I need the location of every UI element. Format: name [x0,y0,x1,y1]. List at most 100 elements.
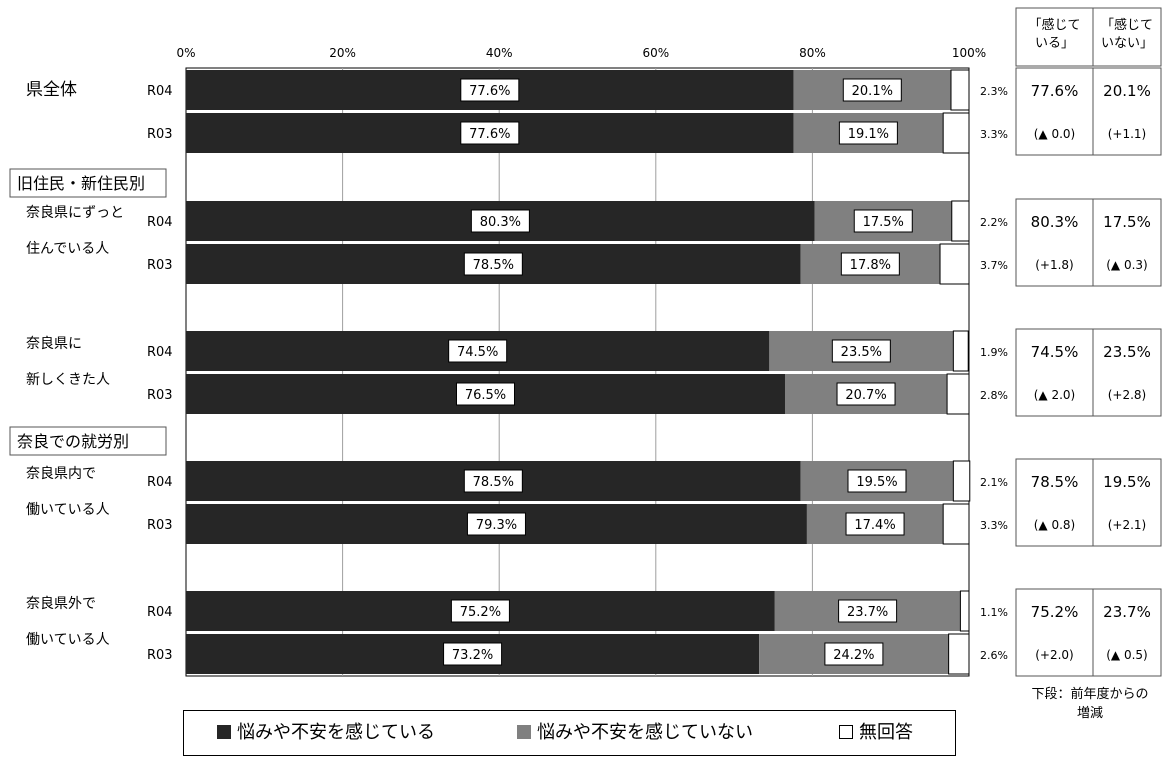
year-label: R03 [147,388,173,403]
data-label: 78.5% [473,258,514,273]
year-label: R04 [147,345,173,360]
summary-change: (▲ 2.0) [1034,388,1076,402]
data-label-box [836,382,896,406]
data-label-box [463,252,523,276]
x-tick-label: 0% [176,46,195,60]
data-label: 80.3% [480,215,521,230]
data-label-box [470,209,530,233]
data-label: 73.2% [452,648,493,663]
summary-change: (+2.8) [1108,388,1147,402]
no-answer-label: 2.8% [980,389,1008,402]
plot-area [185,67,970,677]
data-label: 24.2% [833,648,874,663]
data-label: 23.5% [841,345,882,360]
year-label: R04 [147,215,173,230]
data-label-box [842,78,902,102]
summary-change: (▲ 0.3) [1106,258,1148,272]
legend-swatch-white [839,725,853,739]
data-label: 19.1% [848,127,889,142]
section-header-box [9,168,167,198]
no-answer-label: 3.3% [980,519,1008,532]
summary-change: (▲ 0.5) [1106,648,1148,662]
data-label: 19.5% [856,475,897,490]
no-answer-label: 1.9% [980,346,1008,359]
data-label-box [450,599,510,623]
summary-value: 74.5% [1031,343,1079,361]
summary-box [1015,328,1162,417]
legend-item-no-answer: 無回答 [839,723,913,743]
data-label: 74.5% [457,345,498,360]
data-label: 17.4% [854,518,895,533]
data-label: 78.5% [473,475,514,490]
summary-change: (+2.0) [1035,648,1074,662]
summary-value: 23.7% [1103,603,1151,621]
group-label: 奈良県外で [26,596,96,612]
legend-item-no-anxiety: 悩みや不安を感じていない [517,723,753,743]
change-note: 下段：前年度からの 増減 [1016,685,1164,723]
no-answer-label: 2.1% [980,476,1008,489]
bar-segment-no-answer [946,373,970,415]
summary-value: 23.5% [1103,343,1151,361]
note-line: 増減 [1076,706,1103,721]
data-label: 77.6% [469,84,510,99]
no-answer-label: 2.2% [980,216,1008,229]
summary-header-text: 「感じて [1101,17,1153,33]
group-label: 住んでいる人 [26,241,109,257]
legend-label: 無回答 [859,722,913,743]
data-label: 20.7% [845,388,886,403]
summary-value: 20.1% [1103,82,1151,100]
group-label: 働いている人 [26,502,110,518]
data-label: 17.8% [850,258,891,273]
data-label: 79.3% [476,518,517,533]
data-label: 77.6% [469,127,510,142]
data-label-box [838,599,898,623]
bar-segment-no-answer [952,330,969,372]
group-label: 働いている人 [26,632,110,648]
x-tick-label: 60% [642,46,669,60]
summary-box [1015,588,1162,677]
data-label-box [845,512,905,536]
bar-segment-no-answer [950,69,970,111]
no-answer-label: 2.6% [980,649,1008,662]
bar-segment-no-answer [942,112,970,154]
summary-value: 78.5% [1031,473,1079,491]
data-label-box [831,339,891,363]
legend-label: 悩みや不安を感じていない [537,722,753,743]
summary-value: 17.5% [1103,213,1151,231]
summary-change: (+2.1) [1108,518,1147,532]
summary-value: 77.6% [1031,82,1079,100]
group-label: 奈良県内で [26,466,96,482]
summary-change: (+1.8) [1035,258,1074,272]
legend-swatch-dark [217,725,231,739]
summary-change: (+1.1) [1108,127,1147,141]
legend-swatch-gray [517,725,531,739]
summary-change: (▲ 0.8) [1034,518,1076,532]
section-header-text: 旧住民・新住民別 [17,174,145,193]
legend-item-feel-anxiety: 悩みや不安を感じている [217,723,435,743]
data-label: 75.2% [460,605,501,620]
bar-segment-no-answer [939,243,970,285]
data-label: 76.5% [465,388,506,403]
x-tick-label: 80% [799,46,826,60]
summary-header-box [1015,7,1162,67]
data-label-box [838,121,898,145]
data-label-box [443,642,503,666]
summary-box [1015,198,1162,287]
no-answer-label: 3.7% [980,259,1008,272]
year-label: R03 [147,648,173,663]
summary-header-text: 「感じて [1028,17,1080,33]
section-header-box [9,426,167,456]
x-tick-label: 100% [952,46,986,60]
legend-label: 悩みや不安を感じている [237,722,435,743]
summary-box [1015,458,1162,547]
year-label: R03 [147,518,173,533]
note-line: 下段：前年度からの [1031,687,1149,702]
year-label: R03 [147,127,173,142]
data-label-box [853,209,913,233]
data-label-box [460,121,520,145]
bar-segment-no-answer [948,633,970,675]
summary-value: 80.3% [1031,213,1079,231]
summary-value: 19.5% [1103,473,1151,491]
data-label-box [448,339,508,363]
year-label: R04 [147,605,173,620]
